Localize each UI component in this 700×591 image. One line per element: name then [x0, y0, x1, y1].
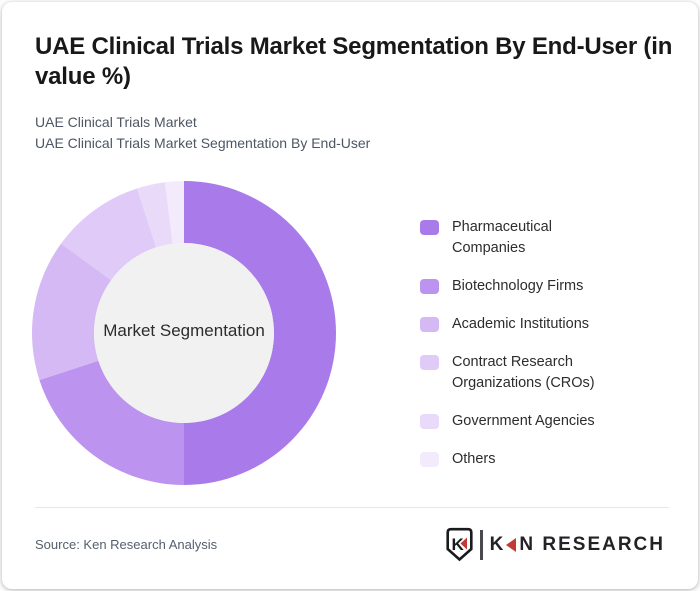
donut-segment-6 — [164, 181, 184, 244]
legend-item: Government Agencies — [420, 411, 670, 432]
footer-divider — [35, 507, 669, 508]
legend-item: Biotechnology Firms — [420, 276, 670, 297]
logo-wordmark: K N RESEARCH — [490, 534, 665, 556]
legend-swatch-icon — [420, 414, 439, 429]
logo-separator — [479, 529, 483, 560]
legend-swatch-icon — [420, 279, 439, 294]
donut-inner-circle — [94, 243, 274, 423]
source-text: Source: Ken Research Analysis — [35, 537, 218, 552]
legend-label: Biotechnology Firms — [452, 278, 584, 294]
legend-label: Pharmaceutical Companies — [452, 219, 552, 256]
legend-item: Others — [420, 449, 670, 470]
legend-item: Pharmaceutical Companies — [420, 217, 670, 259]
legend-label: Government Agencies — [452, 413, 595, 429]
chart-subtitles: UAE Clinical Trials Market UAE Clinical … — [35, 112, 655, 154]
donut-segment-3 — [32, 243, 112, 380]
shield-monogram-icon: K — [446, 527, 473, 562]
legend-swatch-icon — [420, 220, 439, 235]
donut-segment-4 — [61, 188, 157, 281]
red-triangle-icon — [506, 537, 517, 552]
legend-label: Contract Research Organizations (CROs) — [452, 354, 595, 391]
legend-swatch-icon — [420, 317, 439, 332]
donut-center-label: Market Segmentation — [103, 321, 265, 340]
donut-svg — [32, 181, 336, 485]
donut-segment-5 — [137, 182, 173, 248]
svg-text:K: K — [451, 535, 464, 554]
wordmark-suffix: N RESEARCH — [519, 533, 665, 555]
donut-chart: Market Segmentation — [14, 163, 354, 503]
donut-segment-1 — [184, 181, 336, 485]
page-title: UAE Clinical Trials Market Segmentation … — [35, 33, 673, 90]
subtitle-line-1: UAE Clinical Trials Market — [35, 114, 197, 130]
legend-item: Academic Institutions — [420, 314, 670, 335]
legend-swatch-icon — [420, 452, 439, 467]
legend-swatch-icon — [420, 355, 439, 370]
ken-research-logo: K K N RESEARCH — [446, 527, 665, 562]
donut-segment-2 — [39, 360, 184, 485]
legend-label: Academic Institutions — [452, 316, 590, 332]
chart-legend: Pharmaceutical Companies Biotechnology Fi… — [420, 217, 670, 470]
wordmark-prefix: K — [489, 533, 506, 555]
subtitle-line-2: UAE Clinical Trials Market Segmentation … — [35, 135, 371, 151]
legend-label: Others — [452, 451, 496, 467]
legend-item: Contract Research Organizations (CROs) — [420, 352, 670, 394]
